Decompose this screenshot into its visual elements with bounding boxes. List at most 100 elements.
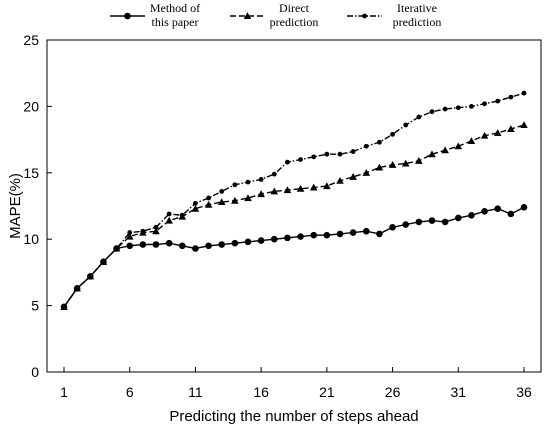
data-point	[402, 221, 410, 228]
data-point	[231, 196, 239, 204]
data-point	[311, 154, 317, 160]
data-point	[362, 227, 370, 235]
data-point	[140, 228, 146, 234]
data-point	[441, 146, 449, 154]
data-point	[61, 304, 67, 310]
data-point	[152, 227, 160, 235]
legend-label: prediction	[393, 15, 442, 29]
data-point	[429, 109, 435, 115]
series-2	[61, 90, 527, 310]
data-point	[257, 190, 265, 198]
data-point	[193, 200, 198, 206]
data-point	[245, 179, 251, 185]
data-point	[349, 172, 357, 180]
data-point	[520, 204, 528, 211]
data-point	[165, 216, 173, 224]
data-point	[493, 129, 502, 136]
data-point	[74, 285, 80, 291]
data-point	[494, 205, 502, 212]
data-point	[469, 104, 474, 109]
data-point	[309, 183, 318, 191]
data-point	[310, 231, 318, 239]
legend-label: Iterative	[397, 1, 437, 15]
data-point	[495, 98, 501, 104]
data-point	[520, 121, 528, 129]
series-line	[63, 124, 525, 308]
data-point	[336, 230, 344, 238]
data-point	[127, 230, 133, 235]
data-point	[482, 101, 487, 107]
plot-frame	[46, 39, 542, 373]
data-point	[428, 217, 436, 224]
data-point	[283, 186, 292, 194]
data-point	[362, 169, 371, 176]
y-axis-title: MAPE(%)	[7, 173, 24, 239]
x-tick-label: 21	[319, 384, 335, 400]
data-point	[441, 218, 449, 226]
data-point	[481, 208, 488, 215]
data-point	[415, 157, 423, 164]
data-point	[377, 139, 382, 145]
data-point	[442, 106, 448, 112]
y-tick-label: 20	[23, 98, 39, 114]
data-point	[179, 212, 185, 218]
plot-area	[46, 39, 542, 373]
data-point	[165, 239, 173, 247]
data-point	[324, 151, 330, 157]
data-point	[153, 224, 159, 230]
data-point	[126, 242, 134, 250]
data-point	[206, 195, 211, 201]
x-tick-label: 31	[450, 384, 466, 400]
data-point	[244, 194, 252, 202]
legend-label: Method of	[150, 1, 200, 15]
data-point	[297, 233, 304, 240]
data-point	[507, 125, 515, 133]
y-tick-label: 5	[31, 298, 39, 314]
data-point	[401, 159, 410, 167]
data-point	[178, 242, 186, 250]
data-point	[257, 237, 265, 244]
data-point	[114, 246, 119, 251]
x-tick-label: 6	[126, 384, 134, 400]
data-point	[390, 131, 395, 137]
data-point	[244, 238, 252, 246]
data-point	[101, 259, 106, 265]
data-point	[507, 210, 515, 218]
y-tick-label: 0	[31, 364, 39, 380]
data-point	[323, 182, 331, 190]
data-point	[270, 235, 278, 243]
series-lines	[60, 90, 528, 311]
data-point	[284, 234, 291, 242]
data-point	[270, 187, 279, 195]
data-point	[271, 171, 277, 177]
data-point	[376, 230, 383, 238]
y-tick-label: 25	[23, 32, 39, 48]
legend-marker	[362, 13, 367, 19]
data-point	[455, 105, 461, 111]
data-point	[454, 214, 462, 222]
data-point	[508, 94, 514, 100]
data-point	[428, 150, 436, 158]
data-point	[298, 157, 303, 162]
data-point	[218, 241, 226, 248]
data-point	[166, 211, 172, 217]
data-point	[416, 114, 422, 120]
data-point	[191, 204, 200, 212]
legend-label: prediction	[270, 15, 319, 29]
y-tick-label: 15	[23, 165, 39, 181]
data-point	[389, 223, 396, 231]
data-point	[454, 142, 463, 150]
series-line	[63, 92, 525, 308]
legend-label: this paper	[152, 15, 199, 29]
data-point	[125, 232, 134, 240]
data-point	[204, 200, 213, 208]
x-tick-label: 36	[516, 384, 532, 400]
data-point	[349, 229, 357, 236]
data-point	[152, 241, 160, 248]
data-point	[217, 198, 226, 206]
data-point	[87, 273, 93, 279]
